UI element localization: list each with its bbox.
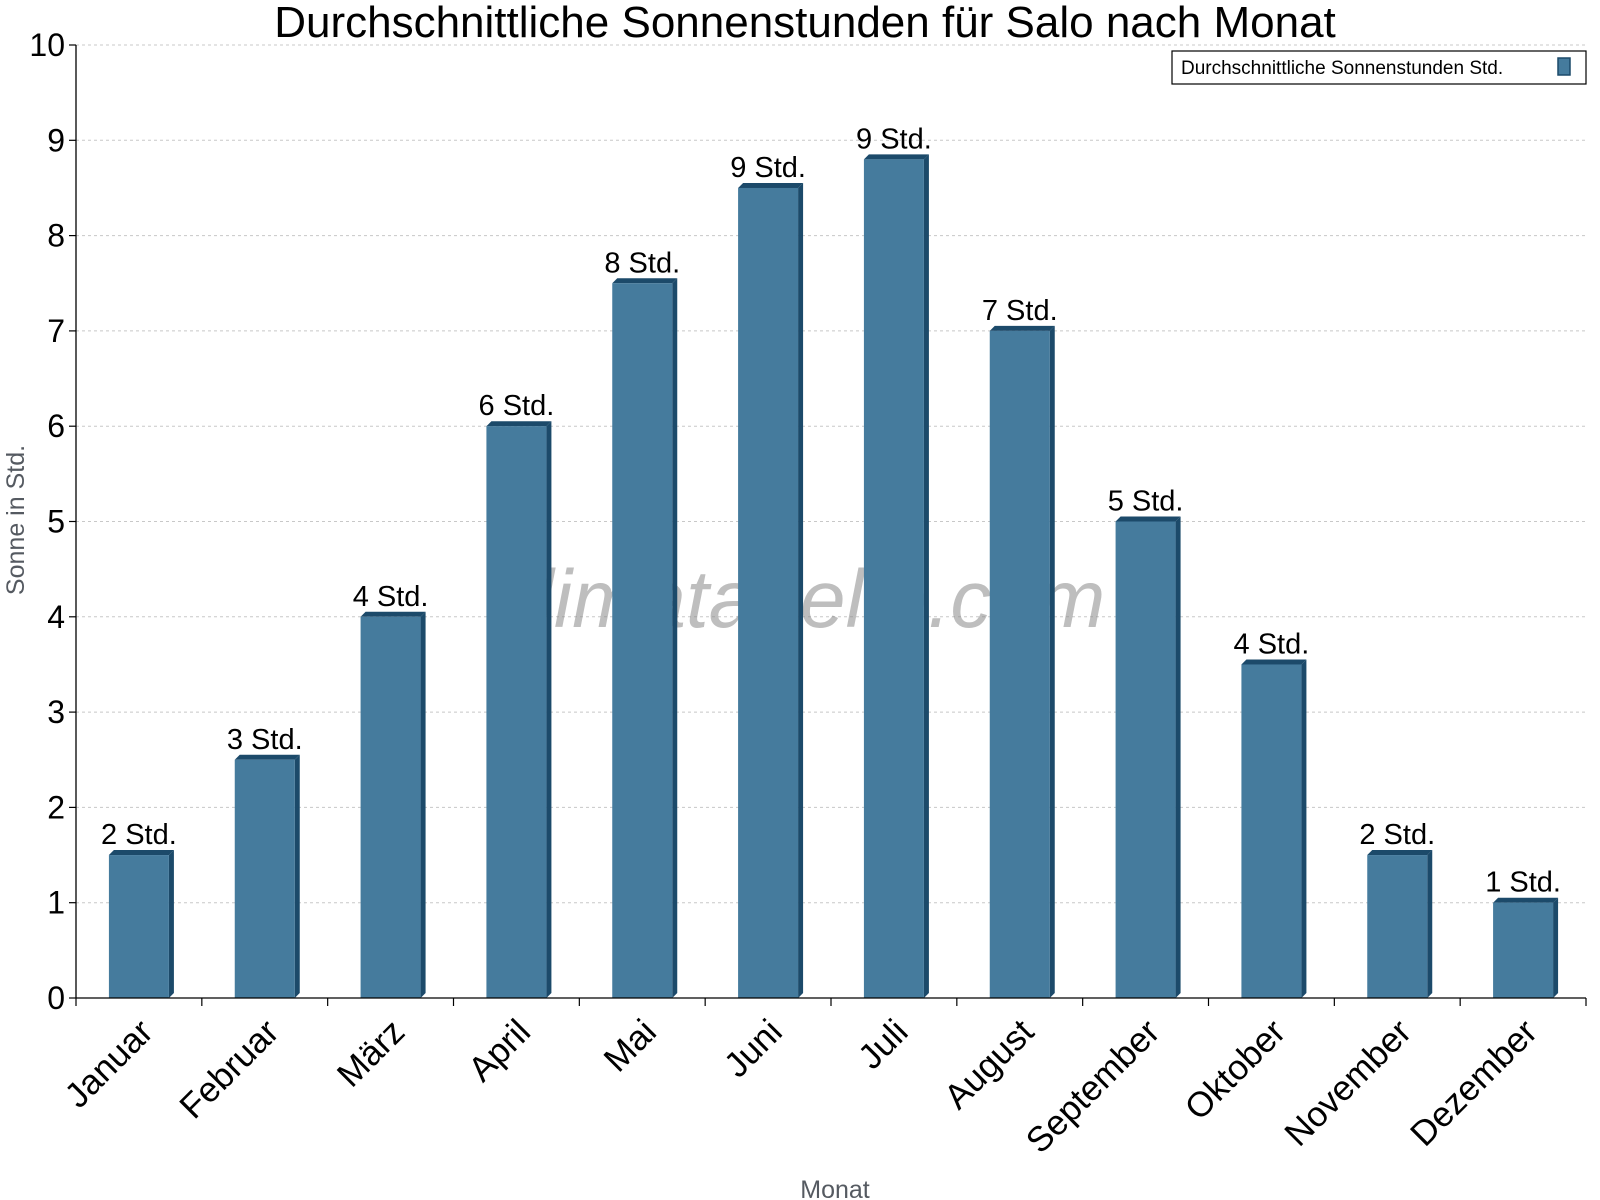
data-label: 9 Std. <box>856 123 932 155</box>
bar-face <box>738 187 799 998</box>
x-tick-label: März <box>330 1012 413 1095</box>
y-tick-label: 9 <box>47 122 65 158</box>
y-tick-label: 6 <box>47 408 65 444</box>
gridlines <box>76 44 1586 904</box>
bar-top <box>989 325 1055 331</box>
x-tick-label: Juni <box>717 1012 790 1085</box>
bar-face <box>1241 664 1302 998</box>
x-tick-label: Oktober <box>1177 1012 1293 1128</box>
bar-top <box>1115 516 1181 522</box>
y-tick-label: 10 <box>29 27 65 63</box>
x-tick-label: Mai <box>596 1012 663 1079</box>
bar-top <box>863 154 929 160</box>
bar-face <box>360 616 421 998</box>
bar-april <box>486 421 552 998</box>
x-tick-label: August <box>937 1012 1042 1117</box>
bar-side <box>168 850 174 998</box>
bar-januar <box>108 850 174 998</box>
data-label: 4 Std. <box>353 581 429 613</box>
x-axis-title: Monat <box>800 1176 870 1200</box>
legend-swatch <box>1557 57 1571 76</box>
data-label: 1 Std. <box>1485 867 1561 899</box>
x-tick-label: November <box>1277 1012 1419 1154</box>
bar-side <box>1049 325 1055 998</box>
x-tick-label: September <box>1019 1012 1168 1161</box>
y-tick-label: 4 <box>47 599 65 635</box>
bar-face <box>989 330 1050 998</box>
data-label: 4 Std. <box>1234 628 1310 660</box>
bar-side <box>672 278 678 998</box>
y-tick-label: 8 <box>47 218 65 254</box>
bar-märz <box>360 611 426 998</box>
axes <box>69 44 1587 1006</box>
bar-top <box>234 754 300 760</box>
bar-september <box>1115 516 1181 998</box>
bar-face <box>1493 902 1554 998</box>
bar-mai <box>612 278 678 998</box>
bar-side <box>420 611 426 998</box>
bar-side <box>1175 516 1181 998</box>
x-tick-label: Dezember <box>1403 1012 1545 1154</box>
bar-top <box>486 421 552 427</box>
y-axis-title: Sonne in Std. <box>2 445 30 595</box>
bar-juni <box>738 182 804 998</box>
bar-top <box>1241 659 1307 665</box>
bar-side <box>1553 897 1559 998</box>
bar-face <box>108 855 169 998</box>
data-label: 5 Std. <box>1108 486 1184 518</box>
bar-face <box>234 759 295 998</box>
data-label: 7 Std. <box>982 295 1058 327</box>
y-tick-label: 7 <box>47 313 65 349</box>
legend-box <box>1171 50 1587 85</box>
y-tick-label: 1 <box>47 885 65 921</box>
bar-side <box>1301 659 1307 998</box>
bar-top <box>1493 897 1559 903</box>
y-tick-labels: 0 1 2 3 4 5 6 7 8 9 10 <box>29 27 65 1016</box>
x-tick-label: Januar <box>57 1012 160 1115</box>
x-tick-label: Februar <box>172 1012 286 1126</box>
x-tick-labels: Januar Februar März April Mai Juni Juli AugustS… <box>57 1012 1545 1161</box>
bar-face <box>1367 855 1428 998</box>
bar-face <box>486 426 547 998</box>
data-label: 8 Std. <box>604 247 680 279</box>
bar-juli <box>863 154 929 999</box>
bar-top <box>360 611 426 617</box>
data-label: 2 Std. <box>1359 819 1435 851</box>
bar-side <box>798 182 804 998</box>
data-label: 6 Std. <box>479 390 555 422</box>
bar-dezember <box>1493 897 1559 998</box>
chart-title: Durchschnittliche Sonnenstunden für Salo… <box>274 0 1336 47</box>
bar-top <box>1367 850 1433 856</box>
data-label: 2 Std. <box>101 819 177 851</box>
bars <box>108 154 1559 999</box>
bar-februar <box>234 754 300 998</box>
x-tick-label: April <box>461 1012 538 1089</box>
y-tick-label: 5 <box>47 504 65 540</box>
bar-side <box>294 754 300 998</box>
y-tick-label: 0 <box>47 980 65 1016</box>
bar-august <box>989 325 1055 998</box>
data-labels: 2 Std. 3 Std. 4 Std. 6 Std. 8 Std. 9 Std. 9 St… <box>101 123 1561 898</box>
legend-label: Durchschnittliche Sonnenstunden Std. <box>1181 58 1503 79</box>
bar-top <box>108 850 174 856</box>
x-tick-label: Juli <box>851 1012 916 1077</box>
legend: Durchschnittliche Sonnenstunden Std. <box>1171 50 1587 85</box>
bar-side <box>546 421 552 998</box>
bar-side <box>1427 850 1433 998</box>
bar-side <box>923 154 929 999</box>
bar-oktober <box>1241 659 1307 998</box>
bar-top <box>738 182 804 188</box>
bar-face <box>612 283 673 998</box>
bar-top <box>612 278 678 284</box>
data-label: 3 Std. <box>227 724 303 756</box>
data-label: 9 Std. <box>730 152 806 184</box>
bar-november <box>1367 850 1433 998</box>
y-tick-label: 3 <box>47 694 65 730</box>
bar-face <box>863 159 924 999</box>
bar-face <box>1115 521 1176 998</box>
y-tick-label: 2 <box>47 789 65 825</box>
